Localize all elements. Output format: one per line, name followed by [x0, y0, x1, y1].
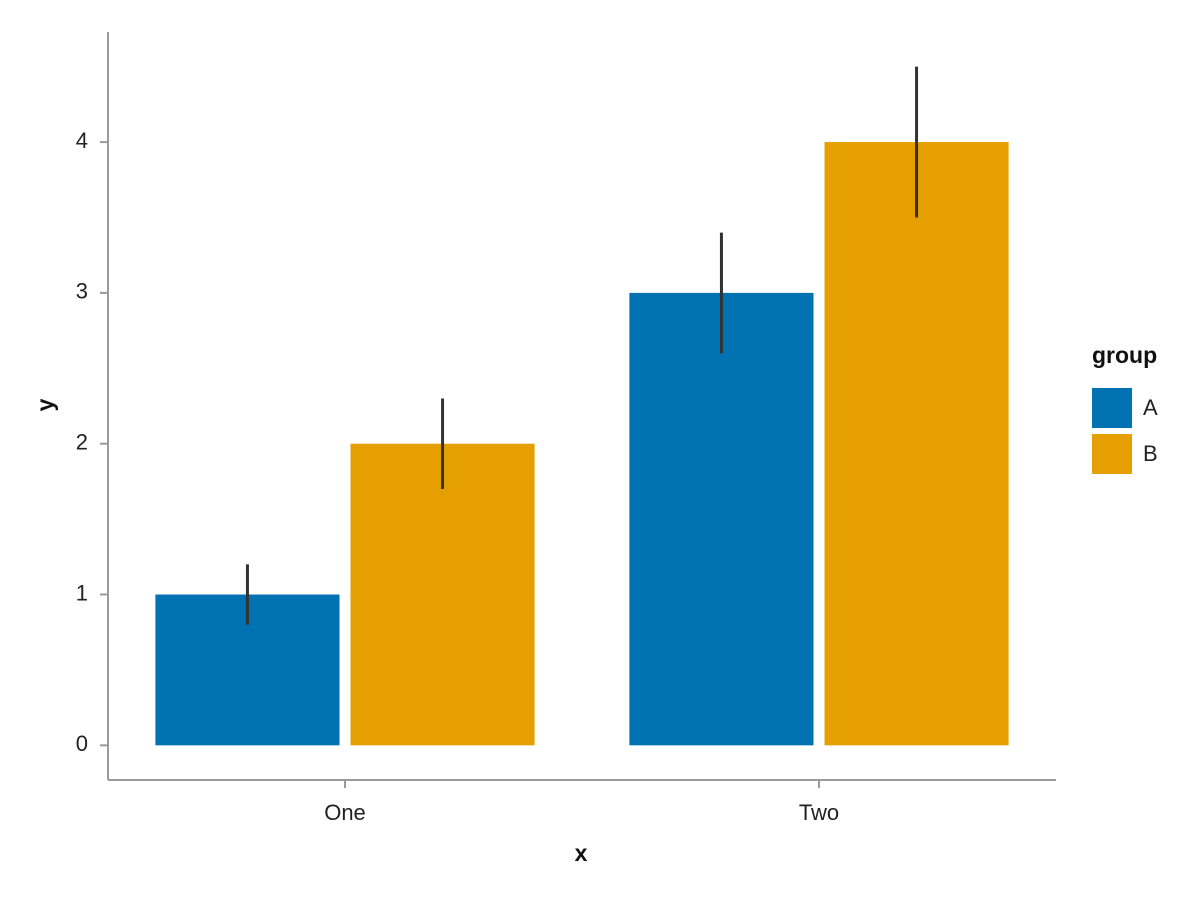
- legend-label: B: [1143, 441, 1158, 466]
- legend-title: group: [1092, 342, 1157, 368]
- bar: [824, 142, 1009, 746]
- bar: [350, 443, 535, 746]
- y-axis-title: y: [32, 398, 58, 411]
- x-axis-title: x: [575, 840, 588, 866]
- y-tick-label: 2: [76, 430, 88, 455]
- legend-swatch: [1092, 388, 1132, 428]
- y-tick-label: 3: [76, 279, 88, 304]
- legend-swatch: [1092, 434, 1132, 474]
- x-tick-label: One: [324, 800, 366, 825]
- bar: [629, 292, 814, 746]
- legend-label: A: [1143, 395, 1158, 420]
- y-tick-label: 0: [76, 731, 88, 756]
- x-tick-label: Two: [799, 800, 839, 825]
- y-tick-label: 4: [76, 128, 88, 153]
- y-tick-label: 1: [76, 580, 88, 605]
